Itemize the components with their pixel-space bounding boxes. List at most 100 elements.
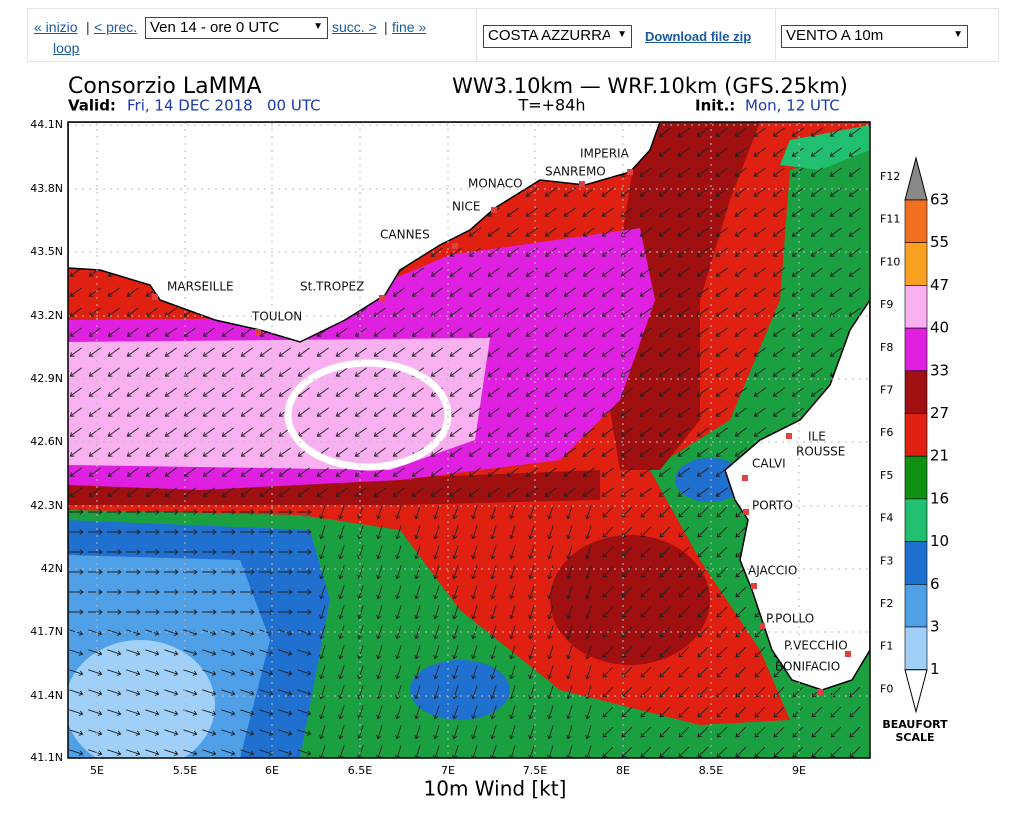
wind-arrow: [678, 666, 690, 678]
wind-arrow: [525, 207, 538, 217]
wind-arrow: [221, 367, 234, 377]
wind-arrow: [697, 626, 709, 638]
field-select[interactable]: VENTO A 10m ▼: [781, 25, 968, 48]
wind-arrow: [715, 447, 728, 457]
wind-arrow: [69, 367, 82, 377]
wind-arrow: [547, 605, 554, 620]
wind-arrow: [487, 227, 500, 237]
wind-arrow: [240, 487, 253, 497]
wind-arrow: [414, 505, 421, 520]
legend-knot: 6: [930, 575, 940, 593]
wind-arrow: [338, 665, 345, 680]
wind-arrow: [678, 606, 690, 618]
wind-arrow: [620, 187, 633, 197]
wind-arrow: [373, 427, 386, 437]
download-link[interactable]: Download file zip: [645, 29, 752, 44]
wind-arrow: [316, 487, 329, 497]
wind-arrow: [563, 247, 576, 257]
wind-arrow: [69, 447, 82, 457]
wind-arrow: [582, 407, 595, 417]
wind-arrow: [735, 746, 747, 758]
wind-arrow: [509, 745, 516, 758]
wind-arrow: [678, 726, 690, 738]
wind-arrow: [677, 347, 690, 357]
wind-arrow: [506, 467, 519, 477]
wind-arrow: [582, 347, 595, 357]
wind-arrow: [791, 367, 804, 377]
wind-arrow: [145, 709, 160, 716]
last-link[interactable]: fine »: [392, 19, 427, 35]
wind-arrow: [468, 487, 481, 497]
wind-arrow: [639, 327, 652, 337]
place-label: P.VECCHIO: [784, 639, 848, 653]
wind-arrow: [449, 447, 462, 457]
place-label: NICE: [452, 200, 480, 214]
wind-arrow: [221, 509, 236, 515]
lat-label: 44.1N: [30, 118, 63, 131]
wind-arrow: [145, 689, 160, 696]
legend-swatch: [904, 583, 928, 628]
wind-arrow: [107, 749, 122, 756]
wind-arrow: [316, 407, 329, 417]
wind-arrow: [319, 645, 326, 660]
first-link[interactable]: « inizio: [34, 19, 78, 35]
wind-arrow: [677, 287, 690, 297]
wind-arrow: [88, 629, 103, 636]
wind-arrow: [547, 545, 554, 560]
wind-arrow: [126, 709, 141, 716]
wind-arrow: [69, 729, 84, 736]
wind-arrow: [490, 565, 497, 580]
prev-link[interactable]: < prec.: [94, 19, 138, 35]
wind-arrow: [430, 327, 443, 337]
wind-arrow: [126, 669, 141, 676]
wind-arrow: [696, 267, 709, 277]
wind-arrow: [164, 709, 179, 716]
wind-arrow: [772, 287, 785, 297]
wind-arrow: [658, 467, 671, 477]
wind-arrow: [696, 467, 709, 477]
time-select[interactable]: Ven 14 - ore 0 UTC ▼: [145, 17, 328, 39]
wind-arrow: [772, 367, 785, 377]
wind-arrow: [392, 407, 405, 417]
wind-arrow: [585, 725, 592, 740]
wind-arrow: [792, 686, 804, 698]
init-value: Mon, 12 UTC: [745, 97, 840, 115]
wind-arrow: [677, 387, 690, 397]
legend-knot: 33: [930, 361, 949, 379]
wind-arrow: [734, 427, 747, 437]
wind-arrow: [509, 605, 516, 620]
wind-arrow: [373, 347, 386, 357]
wind-arrow: [602, 726, 614, 738]
wind-arrow: [753, 147, 766, 157]
wind-arrow: [677, 187, 690, 197]
wind-arrow: [753, 187, 766, 197]
wind-arrow: [506, 247, 519, 257]
wind-arrow: [563, 427, 576, 437]
valid-label: Valid:: [68, 97, 116, 115]
wind-arrow: [373, 387, 386, 397]
wind-arrow: [563, 487, 576, 497]
wind-arrow: [145, 347, 158, 357]
wind-arrow: [471, 705, 478, 720]
wind-arrow: [471, 745, 478, 758]
field-lightblue: [68, 640, 215, 758]
wind-arrow: [297, 609, 312, 615]
place-label: ROUSSE: [796, 445, 845, 459]
wind-arrow: [547, 585, 554, 600]
wind-arrow: [791, 167, 804, 177]
wind-arrow: [582, 467, 595, 477]
loop-link[interactable]: loop: [53, 40, 80, 56]
wind-arrow: [697, 746, 709, 758]
wind-arrow: [735, 526, 747, 538]
wind-arrow: [640, 526, 652, 538]
next-link[interactable]: succ. >: [332, 19, 377, 35]
wind-arrow: [392, 327, 405, 337]
wind-arrow: [145, 427, 158, 437]
region-select[interactable]: COSTA AZZURRA ▼: [483, 25, 632, 48]
wind-arrow: [848, 227, 861, 237]
wind-arrow: [811, 726, 823, 738]
wind-arrow: [566, 625, 573, 640]
wind-arrow: [259, 447, 272, 457]
wind-arrow: [773, 706, 785, 718]
wind-arrow: [278, 669, 293, 676]
